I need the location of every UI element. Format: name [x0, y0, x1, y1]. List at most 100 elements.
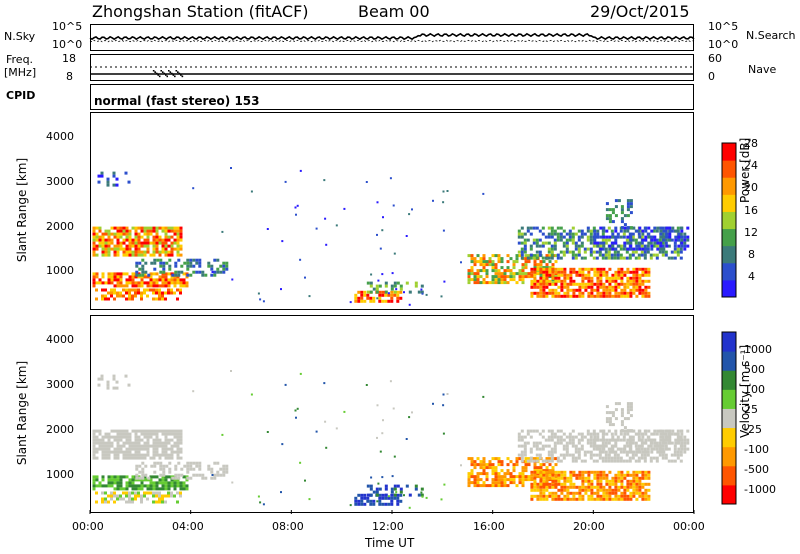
power-cell [390, 290, 394, 294]
power-cell [529, 247, 533, 251]
power-cell [168, 258, 172, 262]
velocity-cell [626, 450, 630, 454]
power-cell [517, 241, 521, 245]
power-cell [614, 270, 618, 274]
power-cell [680, 229, 684, 233]
power-cell [566, 273, 570, 277]
power-cell [107, 241, 111, 245]
power-cell [602, 270, 606, 274]
velocity-cell [620, 411, 624, 415]
power-cell [619, 235, 623, 239]
power-cell [626, 267, 630, 271]
nsky-trace [89, 32, 695, 41]
power-cell [360, 299, 364, 303]
velocity-cell [164, 444, 168, 448]
power-cell [605, 288, 609, 292]
velocity-cell [680, 447, 684, 451]
velocity-cell [569, 497, 573, 501]
power-cell [119, 244, 123, 248]
power-cell [140, 294, 143, 298]
velocity-cell [637, 432, 641, 436]
velocity-cell [110, 491, 113, 495]
power-cell [647, 267, 651, 271]
power-cell [115, 183, 119, 187]
power-cell [587, 279, 591, 283]
power-cell [198, 258, 202, 262]
velocity-cell [520, 456, 524, 460]
power-cell [632, 267, 636, 271]
power-cell [548, 273, 552, 277]
power-cell [626, 285, 630, 289]
power-cell [626, 247, 630, 251]
velocity-cell [646, 450, 650, 454]
velocity-cell [638, 479, 642, 483]
velocity-cell [563, 476, 567, 480]
power-cell [532, 241, 536, 245]
velocity-cell [173, 441, 177, 445]
power-cell [629, 241, 633, 245]
velocity-cell [638, 482, 642, 486]
power-cell [116, 284, 120, 288]
velocity-cell [176, 481, 180, 485]
velocity-cell [225, 470, 229, 474]
power-cell [395, 288, 398, 291]
velocity-cell [170, 484, 174, 488]
power-cell [119, 235, 123, 239]
power-cell [635, 273, 639, 277]
velocity-cell [611, 491, 615, 495]
power-cell [668, 235, 672, 239]
power-cell [164, 226, 168, 230]
power-cell [605, 279, 609, 283]
velocity-cell [551, 494, 555, 498]
power-cell [533, 273, 537, 277]
power-cell [649, 241, 653, 245]
velocity-cell [643, 456, 647, 460]
velocity-cell [523, 435, 527, 439]
power-cell [647, 235, 651, 239]
power-cell [143, 288, 146, 292]
power-cell [122, 294, 125, 298]
velocity-cell [167, 456, 171, 460]
power-cell [137, 275, 141, 279]
power-cell [296, 204, 299, 207]
power-cell [92, 284, 96, 288]
power-cell [482, 254, 486, 258]
velocity-cell [473, 460, 477, 464]
power-cell [539, 270, 543, 274]
velocity-cell [611, 476, 615, 480]
velocity-cell [485, 463, 489, 467]
power-cell [563, 282, 567, 286]
velocity-cell [170, 438, 174, 442]
velocity-cell [533, 494, 537, 498]
velocity-cell [530, 488, 534, 492]
velocity-cell [363, 502, 367, 506]
power-cell [107, 253, 111, 257]
velocity-cell [201, 476, 205, 480]
velocity-cell [161, 487, 165, 491]
velocity-cell [622, 459, 626, 463]
power-cell [179, 281, 183, 285]
power-cell [529, 256, 533, 260]
velocity-cell [349, 504, 352, 507]
velocity-cell [556, 438, 560, 442]
velocity-cell [560, 482, 564, 486]
power-cell [631, 235, 635, 239]
velocity-cell [614, 432, 618, 436]
velocity-cell [134, 497, 137, 501]
power-cell [110, 226, 114, 230]
power-cell [635, 270, 639, 274]
velocity-cell [213, 473, 217, 477]
power-cell [131, 226, 135, 230]
velocity-cell [146, 432, 150, 436]
velocity-cell [503, 475, 507, 479]
power-cell [643, 250, 647, 254]
velocity-cell [110, 481, 114, 485]
velocity-cell [512, 481, 516, 485]
velocity-cell [683, 444, 687, 448]
power-cell [560, 285, 564, 289]
power-cell [134, 275, 138, 279]
power-cell [596, 270, 600, 274]
velocity-cell [173, 429, 177, 433]
power-cell [115, 177, 119, 181]
power-cell [574, 247, 578, 251]
